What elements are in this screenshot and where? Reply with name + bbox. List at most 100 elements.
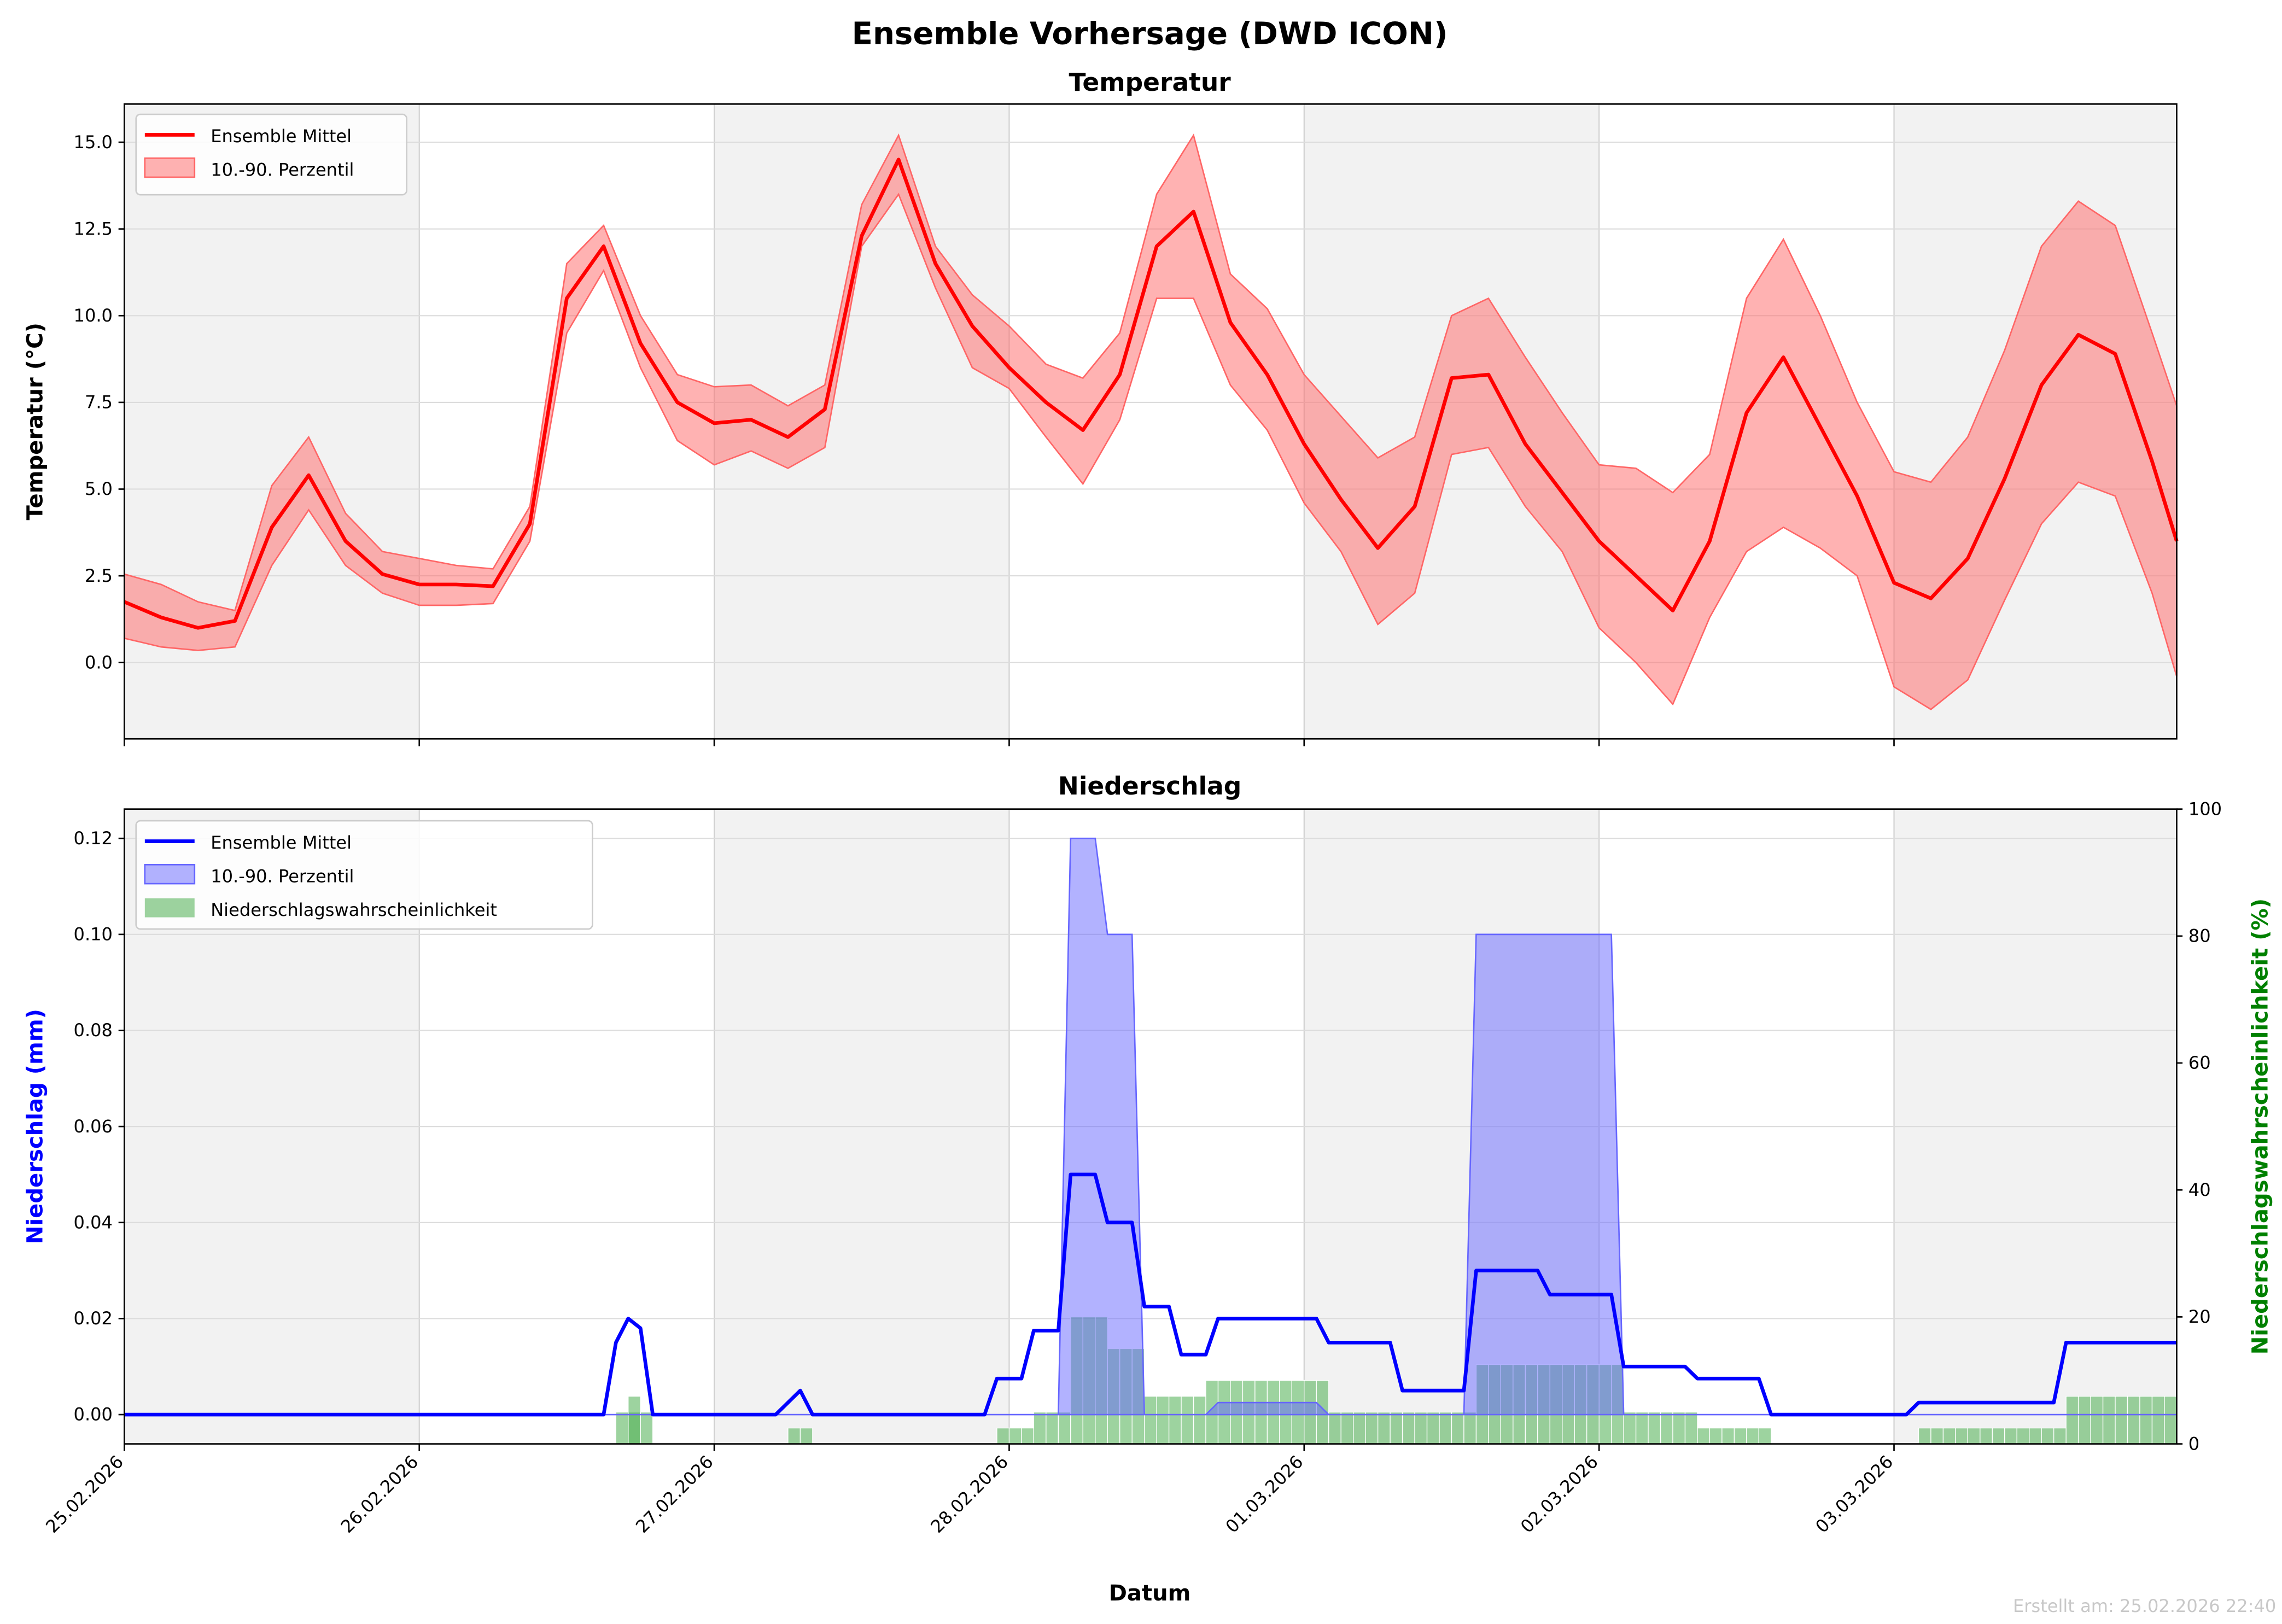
probability-bar bbox=[628, 1395, 641, 1445]
precipitation-percentile-band bbox=[124, 837, 2177, 1416]
probability-bar bbox=[1930, 1427, 1944, 1445]
probability-bar bbox=[1660, 1411, 1673, 1445]
probability-bar bbox=[1955, 1427, 1969, 1445]
probability-bar bbox=[2151, 1395, 2165, 1445]
probability-bar bbox=[1648, 1411, 1661, 1445]
probability-bar bbox=[640, 1411, 653, 1445]
probability-bar bbox=[1623, 1411, 1637, 1445]
probability-bar bbox=[1365, 1411, 1379, 1445]
probability-bar bbox=[787, 1427, 801, 1445]
probability-bar bbox=[996, 1427, 1010, 1445]
probability-bar bbox=[2077, 1395, 2091, 1445]
legend-mean-label: Ensemble Mittel bbox=[211, 126, 352, 147]
y-tick-label: 0.02 bbox=[74, 1308, 113, 1329]
figure-title: Ensemble Vorhersage (DWD ICON) bbox=[852, 16, 1448, 52]
probability-bar bbox=[1439, 1411, 1452, 1445]
probability-bar bbox=[2090, 1395, 2104, 1445]
probability-bar bbox=[2127, 1395, 2140, 1445]
probability-bar bbox=[1143, 1395, 1157, 1445]
probability-bar bbox=[1746, 1427, 1759, 1445]
temperature-title: Temperatur bbox=[1069, 68, 1231, 97]
probability-bar bbox=[1684, 1411, 1698, 1445]
probability-bar bbox=[1758, 1427, 1772, 1445]
footer-timestamp: Erstellt am: 25.02.2026 22:40 bbox=[2013, 1596, 2276, 1616]
probability-bar bbox=[1193, 1395, 1206, 1445]
probability-bar bbox=[1672, 1411, 1686, 1445]
y-tick-label: 5.0 bbox=[85, 478, 113, 499]
temperature-mean-line bbox=[124, 157, 2179, 630]
probability-bar bbox=[1046, 1411, 1059, 1445]
probability-bar bbox=[1328, 1411, 1341, 1445]
y-tick-label: 0.12 bbox=[74, 828, 113, 849]
y-tick-label: 0.00 bbox=[74, 1404, 113, 1425]
precipitation-y-label: Niederschlag (mm) bbox=[23, 1009, 48, 1244]
y-tick-label: 0.08 bbox=[74, 1020, 113, 1041]
y-tick-label: 0.06 bbox=[74, 1116, 113, 1137]
y-tick-label: 0.04 bbox=[74, 1212, 113, 1232]
y-tick-label: 15.0 bbox=[74, 132, 113, 153]
probability-bar bbox=[1721, 1427, 1735, 1445]
y2-tick-label: 60 bbox=[2188, 1053, 2211, 1073]
probability-bar bbox=[1451, 1411, 1464, 1445]
y-tick-label: 10.0 bbox=[74, 305, 113, 326]
probability-bar bbox=[1697, 1427, 1711, 1445]
probability-bar bbox=[1414, 1411, 1428, 1445]
legend-band-label: 10.-90. Perzentil bbox=[211, 159, 354, 180]
probability-bar bbox=[2041, 1427, 2055, 1445]
probability-bar bbox=[799, 1427, 813, 1445]
probability-bar bbox=[1181, 1395, 1194, 1445]
probability-bar bbox=[1734, 1427, 1747, 1445]
precipitation-panel: Niederschlag 0.00 0.02 0.04 0.06 0.08 0.10 0.1… bbox=[23, 772, 2273, 1606]
probability-bar bbox=[2102, 1395, 2116, 1445]
y2-tick-label: 0 bbox=[2188, 1433, 2199, 1454]
y2-tick-label: 20 bbox=[2188, 1306, 2211, 1327]
precipitation-title: Niederschlag bbox=[1058, 772, 1242, 801]
probability-bar bbox=[2115, 1395, 2128, 1445]
y-tick-label: 0.10 bbox=[74, 924, 113, 945]
probability-bar bbox=[2016, 1427, 2030, 1445]
probability-bar bbox=[2164, 1395, 2178, 1445]
y2-tick-label: 40 bbox=[2188, 1179, 2211, 1200]
temperature-y-label: Temperatur (°C) bbox=[23, 323, 48, 520]
probability-bar bbox=[1980, 1427, 1993, 1445]
probability-bar bbox=[1058, 1411, 1071, 1445]
probability-bar bbox=[1426, 1411, 1440, 1445]
probability-bar bbox=[1709, 1427, 1723, 1445]
probability-bar bbox=[2139, 1395, 2153, 1445]
y-tick-label: 0.0 bbox=[85, 652, 113, 673]
probability-bar bbox=[1340, 1411, 1354, 1445]
probability-bar bbox=[1463, 1411, 1477, 1445]
probability-bar bbox=[1168, 1395, 1182, 1445]
probability-bar bbox=[1635, 1411, 1649, 1445]
probability-bar bbox=[2029, 1427, 2042, 1445]
probability-bar bbox=[2004, 1427, 2017, 1445]
probability-bar bbox=[615, 1411, 629, 1445]
x-axis-label: Datum bbox=[1109, 1581, 1191, 1606]
y-tick-label: 2.5 bbox=[85, 565, 113, 586]
legend-mean-label: Ensemble Mittel bbox=[211, 832, 352, 853]
probability-bar bbox=[2053, 1427, 2067, 1445]
y-tick-label: 12.5 bbox=[74, 218, 113, 239]
probability-bar bbox=[1008, 1427, 1022, 1445]
y2-tick-label: 100 bbox=[2188, 798, 2222, 819]
precipitation-mean-line bbox=[124, 1172, 2177, 1417]
legend-probability-label: Niederschlagswahrscheinlichkeit bbox=[211, 899, 497, 920]
probability-bar bbox=[1156, 1395, 1170, 1445]
probability-bar bbox=[1918, 1427, 1931, 1445]
probability-bar bbox=[1021, 1427, 1035, 1445]
probability-bar bbox=[2065, 1395, 2079, 1445]
probability-bar bbox=[1033, 1411, 1047, 1445]
probability-bar bbox=[1402, 1411, 1415, 1445]
probability-bar bbox=[1390, 1411, 1403, 1445]
y2-tick-label: 80 bbox=[2188, 926, 2211, 947]
probability-bar bbox=[1992, 1427, 2005, 1445]
legend-band-swatch bbox=[144, 863, 196, 885]
probability-y-label: Niederschlagswahrscheinlichkeit (%) bbox=[2248, 898, 2273, 1354]
temperature-panel: Temperatur 0.0 2.5 5.0 7.5 10.0 12.5 15.0 Temp… bbox=[23, 68, 2179, 746]
legend-band-swatch bbox=[144, 157, 196, 178]
probability-bar bbox=[1353, 1411, 1366, 1445]
temperature-legend: Ensemble Mittel 10.-90. Perzentil bbox=[135, 113, 407, 196]
probability-bar bbox=[1377, 1411, 1391, 1445]
precipitation-legend: Ensemble Mittel 10.-90. Perzentil Nieder… bbox=[135, 820, 593, 930]
